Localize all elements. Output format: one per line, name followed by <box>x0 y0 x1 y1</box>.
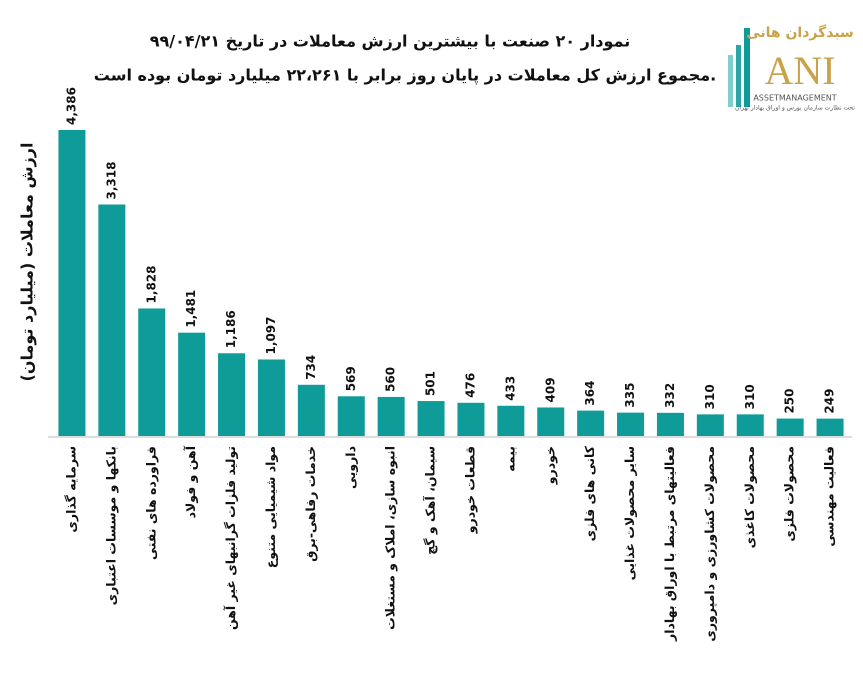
value-label: 335 <box>623 383 637 408</box>
bar <box>417 401 445 436</box>
value-label: 332 <box>663 383 677 408</box>
bar <box>98 204 126 436</box>
x-tick-label: سرمایه گذاری <box>63 446 78 533</box>
x-tick-label: بیمه <box>502 446 517 472</box>
logo-tagline: ASSETMANAGEMENT <box>753 94 836 103</box>
logo: سبدگردان هانی ANI ASSETMANAGEMENT تحت نظ… <box>728 24 855 112</box>
bar <box>816 418 844 436</box>
logo-bar <box>736 45 741 107</box>
value-label: 734 <box>304 355 318 380</box>
value-label: 433 <box>503 376 517 401</box>
logo-bar <box>744 28 750 107</box>
x-tick-label: بانکها و موسسات اعتباری <box>103 446 118 605</box>
x-tick-label: دارویی <box>343 446 358 489</box>
x-tick-label: فعالیت مهندسی <box>822 446 837 547</box>
bar <box>577 410 605 436</box>
bar <box>776 418 804 436</box>
value-label: 569 <box>344 366 358 391</box>
logo-name: سبدگردان هانی <box>746 24 854 41</box>
bar <box>736 414 764 436</box>
x-tick-label: مواد شیمیایی متنوع <box>263 446 278 568</box>
x-tick-label: آهن و فولاد <box>183 445 198 518</box>
value-label: 4,386 <box>64 87 78 125</box>
logo-note: تحت نظارت سازمان بورس و اوراق بهادار تهر… <box>735 105 855 112</box>
value-label: 560 <box>384 367 398 392</box>
bar <box>497 405 525 436</box>
value-label: 1,828 <box>144 265 158 303</box>
x-tick-label: سایر محصولات غذایی <box>622 446 637 580</box>
bar <box>178 332 206 436</box>
bar <box>457 402 485 436</box>
y-axis-label: ارزش معاملات (میلیارد تومان) <box>18 143 37 382</box>
chart-title: نمودار ۲۰ صنعت با بیشترین ارزش معاملات د… <box>150 32 631 51</box>
value-label: 364 <box>583 381 597 406</box>
value-label: 476 <box>463 373 477 398</box>
value-label: 501 <box>424 371 438 396</box>
bar <box>58 130 86 436</box>
bar <box>337 396 365 436</box>
bar <box>537 407 565 436</box>
x-tick-label: خودرو <box>542 446 557 485</box>
bar <box>257 359 285 436</box>
x-tick-label: قطعات خودرو <box>462 446 477 534</box>
bar <box>696 414 724 436</box>
value-label: 1,186 <box>224 310 238 348</box>
bar <box>218 353 246 436</box>
value-label: 409 <box>543 377 557 402</box>
value-label: 1,481 <box>184 290 198 328</box>
value-label: 3,318 <box>104 162 118 200</box>
logo-mark: ANI <box>764 48 835 93</box>
x-tick-label: فعالیتهای مرتبط با اوراق بهادار <box>662 446 677 642</box>
x-tick-label: تولید فلزات گرانبهای غیر آهن <box>223 446 238 630</box>
x-tick-label: سیمان، آهک و گچ <box>423 446 438 555</box>
value-label: 310 <box>703 384 717 409</box>
bar <box>617 412 645 436</box>
value-label: 249 <box>823 389 837 414</box>
bar <box>297 384 325 436</box>
x-tick-label: محصولات فلزی <box>782 446 797 542</box>
x-tick-label: فراورده های نفتی <box>143 446 158 560</box>
value-label: 250 <box>783 388 797 413</box>
logo-bar <box>728 55 733 107</box>
bar <box>656 412 684 436</box>
bar <box>377 396 405 436</box>
value-label: 310 <box>743 384 757 409</box>
x-tick-label: کانی های فلزی <box>582 445 597 541</box>
chart-subtitle: مجموع ارزش کل معاملات در پایان روز برابر… <box>94 66 716 86</box>
x-tick-label: خدمات رفاهی-برق <box>303 446 318 562</box>
x-tick-label: انبوه سازی، املاک و مستغلات <box>383 446 398 630</box>
x-tick-label: محصولات کاغذی <box>742 446 757 548</box>
value-label: 1,097 <box>264 316 278 354</box>
x-tick-label: محصولات کشاورزی و دامپروری <box>702 446 717 642</box>
bar <box>138 308 166 436</box>
